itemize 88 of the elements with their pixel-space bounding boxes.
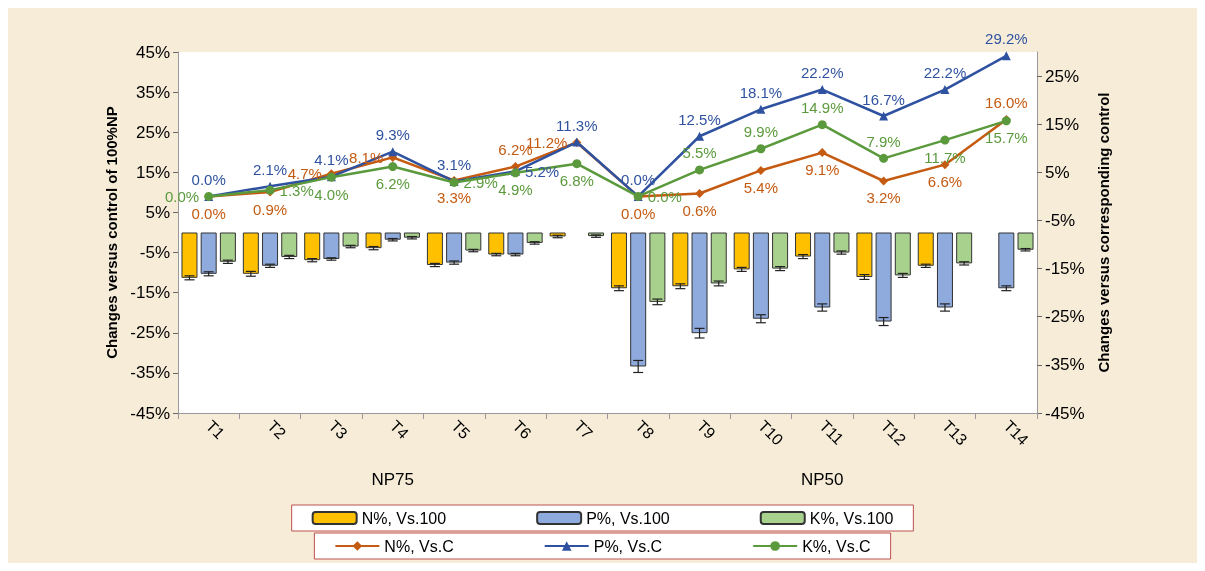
data-label: 3.1% xyxy=(437,155,472,173)
y-tick-label: 45% xyxy=(135,42,170,62)
data-label: 0.0% xyxy=(621,204,656,222)
data-label: 18.1% xyxy=(739,83,783,101)
y-tick-label: -45% xyxy=(130,403,170,423)
data-label: 3.3% xyxy=(437,189,472,207)
x-tick-label: T2 xyxy=(264,416,290,443)
point xyxy=(695,189,705,199)
x-tick-label: T11 xyxy=(816,416,847,448)
y2-tick-label: 15% xyxy=(1045,114,1080,134)
text: NP75 xyxy=(371,470,415,489)
data-label: 12.5% xyxy=(678,110,721,128)
y2-tick-label: -15% xyxy=(1045,259,1085,279)
point xyxy=(756,144,766,154)
y-tick-label: 5% xyxy=(145,202,170,222)
y-tick-label: -5% xyxy=(139,243,170,263)
data-label: 5.4% xyxy=(743,178,778,196)
data-label: 0.0% xyxy=(164,187,200,205)
data-label: 16.0% xyxy=(985,93,1028,111)
x-tick-label: T1 xyxy=(202,416,228,443)
y2-tick-label: -45% xyxy=(1045,403,1085,423)
text: NP50 xyxy=(800,470,844,489)
point xyxy=(756,165,766,175)
data-label: 7.9% xyxy=(866,132,901,150)
legend-label: N%, Vs.100 xyxy=(361,509,447,527)
data-label: 14.9% xyxy=(800,99,844,117)
x-tick-label: T12 xyxy=(877,416,910,449)
data-label: 4.0% xyxy=(314,185,349,203)
y-tick-label: 25% xyxy=(135,122,170,142)
legend-label: P%, Vs.C xyxy=(593,537,663,555)
data-label: 4.9% xyxy=(498,181,533,199)
x-tick-label: T4 xyxy=(386,416,413,443)
data-label: 3.2% xyxy=(866,189,901,207)
legend-label: N%, Vs.C xyxy=(384,537,454,555)
data-label: 9.9% xyxy=(743,123,778,141)
data-label: 5.5% xyxy=(682,144,717,162)
data-label: 9.1% xyxy=(805,161,840,179)
point xyxy=(879,176,889,186)
data-label: 6.8% xyxy=(559,172,594,190)
y2-tick-label: 5% xyxy=(1045,162,1070,182)
point xyxy=(879,153,889,163)
point xyxy=(388,162,398,172)
y-tick-label: -35% xyxy=(130,363,170,383)
data-label: 16.7% xyxy=(862,90,905,108)
x-tick-label: T5 xyxy=(448,416,474,443)
point xyxy=(756,104,766,114)
x-tick-label: T13 xyxy=(938,416,971,449)
y2-axis-title: Changes versus corresponding control xyxy=(1094,92,1112,373)
point xyxy=(695,131,705,141)
y-tick-label: -25% xyxy=(130,323,170,343)
legend-label: K%, Vs.C xyxy=(802,537,871,555)
point xyxy=(940,135,950,145)
y2-tick-label: -5% xyxy=(1045,210,1076,230)
point xyxy=(817,120,827,130)
y2-tick-label: -35% xyxy=(1045,355,1085,375)
data-label: 0.0% xyxy=(191,170,226,188)
y-tick-label: 35% xyxy=(135,82,170,102)
data-label: 6.6% xyxy=(927,173,963,191)
point xyxy=(572,159,582,169)
x-tick-label: T6 xyxy=(509,416,535,443)
legend-label: P%, Vs.100 xyxy=(586,509,670,527)
y-axis-title: Changes versus control of 100%NP xyxy=(103,106,121,359)
y-tick-label: -15% xyxy=(130,283,170,303)
x-tick-label: T3 xyxy=(325,416,351,443)
x-tick-label: T14 xyxy=(1000,416,1032,449)
data-label: 9.3% xyxy=(375,126,410,144)
x-tick-label: T8 xyxy=(632,416,658,443)
y2-tick-label: -25% xyxy=(1045,307,1085,327)
point xyxy=(817,148,827,158)
point xyxy=(940,85,950,95)
data-label: 0.9% xyxy=(252,200,288,218)
data-label: 15.7% xyxy=(985,129,1028,147)
data-label: 22.2% xyxy=(923,64,967,82)
data-label: 22.2% xyxy=(800,64,844,82)
data-label: 0.6% xyxy=(682,202,717,220)
x-tick-label: T7 xyxy=(570,416,597,443)
point xyxy=(695,165,705,175)
point xyxy=(879,111,889,121)
y-tick-label: 15% xyxy=(135,162,170,182)
data-label: 29.2% xyxy=(985,30,1028,48)
legend-label: K%, Vs.100 xyxy=(809,509,894,527)
data-label: 2.1% xyxy=(252,160,288,178)
x-tick-label: T9 xyxy=(693,416,719,443)
y2-tick-label: 25% xyxy=(1045,66,1080,86)
data-label: 6.2% xyxy=(375,175,410,193)
x-tick-label: T10 xyxy=(754,416,787,449)
data-label: 0.0% xyxy=(191,204,226,222)
data-label: 11.3% xyxy=(556,116,598,134)
